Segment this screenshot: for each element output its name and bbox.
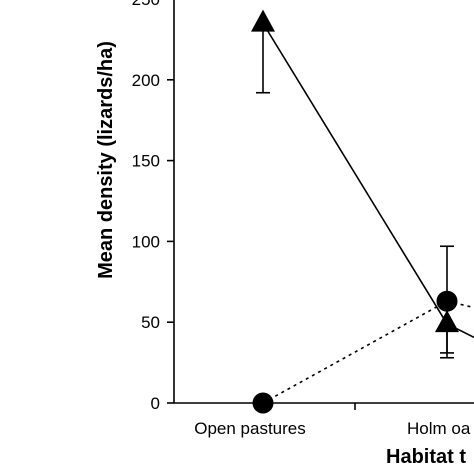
y-tick-label: 100 — [132, 232, 160, 251]
series-layer — [251, 9, 474, 414]
data-point-circle — [252, 392, 274, 414]
x-tick-label: Holm oa — [407, 419, 471, 438]
x-tick-label: Open pastures — [194, 419, 306, 438]
axes: 0 50 100 150 200 250 Open pastures Holm oa — [132, 0, 474, 438]
data-point-triangle — [251, 9, 275, 32]
x-axis-title: Habitat t — [386, 446, 466, 468]
y-tick-label: 250 — [132, 0, 160, 9]
series-line — [262, 22, 448, 325]
y-tick-label: 0 — [151, 394, 160, 413]
series-circle — [252, 245, 474, 414]
series-line — [262, 300, 448, 404]
y-tick-label: 150 — [132, 152, 160, 171]
data-point-circle — [436, 290, 458, 312]
y-tick-label: 200 — [132, 71, 160, 90]
y-axis-title: Mean density (lizards/ha) — [95, 41, 117, 279]
y-tick-label: 50 — [141, 313, 160, 332]
